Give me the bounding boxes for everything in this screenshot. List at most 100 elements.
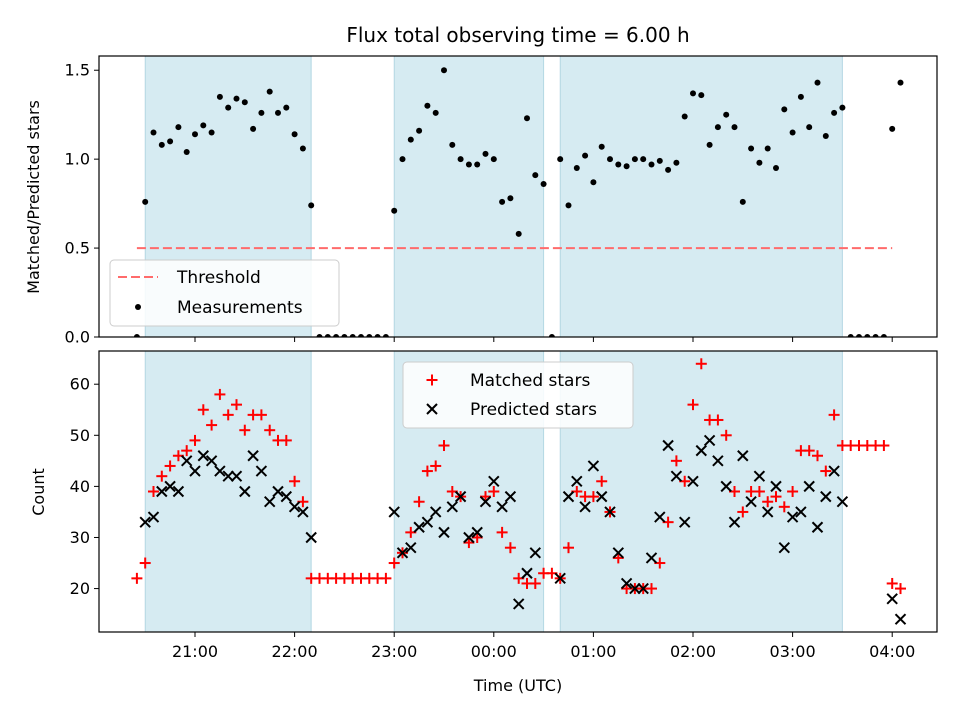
matched-stars-point xyxy=(828,409,840,421)
measurement-point xyxy=(449,141,456,148)
x-tick-label: 21:00 xyxy=(172,642,218,661)
predicted-stars-point xyxy=(272,485,284,498)
measurement-point xyxy=(806,124,813,131)
predicted-stars-point xyxy=(147,511,160,523)
matched-stars-point xyxy=(214,388,226,400)
ratio-panel: 0.0 0.5 1.0 1.5 Threshold Measurements xyxy=(65,55,938,347)
predicted-stars-point xyxy=(139,516,151,528)
predicted-stars-point xyxy=(761,506,774,518)
matched-stars-point xyxy=(787,486,799,497)
measurement-point xyxy=(615,161,622,168)
predicted-stars-point xyxy=(629,582,641,595)
measurement-point xyxy=(665,166,672,173)
matched-stars-point xyxy=(596,475,608,487)
matched-stars-point xyxy=(737,506,749,518)
measurement-point xyxy=(748,145,755,152)
predicted-stars-point xyxy=(803,480,815,493)
predicted-stars-point xyxy=(263,496,276,508)
legend: Threshold Measurements xyxy=(109,259,340,327)
measurement-point xyxy=(457,156,464,163)
measurement-point xyxy=(133,334,140,337)
matched-stars-point xyxy=(197,404,209,416)
measurement-point xyxy=(424,102,431,109)
matched-stars-point xyxy=(612,552,624,564)
matched-stars-point xyxy=(587,491,599,503)
measurement-point xyxy=(557,156,564,163)
predicted-stars-point xyxy=(297,506,309,518)
observing-window xyxy=(559,56,843,337)
matched-stars-point xyxy=(712,414,724,426)
predicted-stars-point xyxy=(620,577,633,590)
measurement-point xyxy=(358,334,364,337)
x-axis-label: Time (UTC) xyxy=(473,676,562,695)
predicted-stars-point xyxy=(753,470,766,482)
measurement-point xyxy=(773,165,779,172)
legend-box xyxy=(109,259,340,327)
measurement-point xyxy=(490,156,497,163)
predicted-stars-point xyxy=(471,526,483,539)
predicted-stars-point xyxy=(454,490,467,503)
measurement-point xyxy=(507,195,514,202)
measurement-point xyxy=(142,198,149,205)
matched-stars-point xyxy=(206,419,218,431)
measurement-point xyxy=(864,334,871,337)
matched-stars-point xyxy=(189,434,201,446)
figure-title: Flux total observing time = 6.00 h xyxy=(346,23,689,47)
predicted-stars-point xyxy=(728,516,741,528)
x-tick-label: 22:00 xyxy=(272,642,318,661)
predicted-stars-point xyxy=(479,496,492,508)
matched-stars-point xyxy=(289,475,301,487)
measurement-point xyxy=(565,202,572,209)
matched-stars-point xyxy=(231,399,242,411)
legend-predicted-swatch xyxy=(426,403,438,415)
legend: Matched stars Predicted stars xyxy=(402,361,634,429)
x-tick-label: 02:00 xyxy=(670,642,716,661)
x-tick-label: 04:00 xyxy=(869,642,915,661)
predicted-stars-point xyxy=(172,485,185,498)
predicted-stars-point xyxy=(687,475,699,487)
measurement-point xyxy=(499,198,506,205)
predicted-stars-point xyxy=(695,444,708,457)
predicted-stars-point xyxy=(571,475,583,487)
predicted-stars-point xyxy=(654,511,666,523)
x-tick-label: 23:00 xyxy=(371,642,417,661)
predicted-stars-point xyxy=(438,526,450,539)
predicted-stars-point xyxy=(156,485,168,498)
measurement-point xyxy=(831,109,838,116)
matched-stars-point xyxy=(421,465,433,477)
measurement-point xyxy=(308,202,315,209)
measurement-point xyxy=(673,159,680,166)
matched-stars-point xyxy=(430,460,442,472)
measurement-point xyxy=(822,133,829,140)
measurement-point xyxy=(690,90,696,97)
plot-area xyxy=(133,56,904,337)
matched-stars-point xyxy=(886,577,898,589)
predicted-stars-point xyxy=(222,470,234,482)
predicted-stars-point xyxy=(554,572,566,585)
predicted-stars-point xyxy=(720,480,732,493)
matched-stars-point xyxy=(255,409,267,421)
x-tick-label: 03:00 xyxy=(770,642,816,661)
measurement-point xyxy=(465,161,472,168)
predicted-stars-point xyxy=(795,506,807,518)
predicted-stars-point xyxy=(604,506,616,518)
predicted-stars-point xyxy=(255,465,268,477)
predicted-stars-point xyxy=(712,455,724,467)
predicted-stars-point xyxy=(504,490,517,503)
predicted-stars-point xyxy=(529,547,542,559)
measurement-point xyxy=(399,156,406,163)
legend-box xyxy=(402,361,634,429)
legend-measurements-label: Measurements xyxy=(177,298,303,318)
measurement-point xyxy=(839,104,846,111)
predicted-stars-point xyxy=(197,450,210,462)
predicted-stars-point xyxy=(205,455,218,467)
measurement-point xyxy=(889,125,896,132)
matched-stars-point xyxy=(148,486,159,497)
measurement-point xyxy=(607,156,613,163)
matched-stars-point xyxy=(131,572,143,584)
measurement-point xyxy=(731,124,738,131)
predicted-stars-point xyxy=(288,501,301,513)
measurement-point xyxy=(275,109,281,116)
measurement-point xyxy=(814,79,821,86)
measurement-point xyxy=(291,131,298,138)
